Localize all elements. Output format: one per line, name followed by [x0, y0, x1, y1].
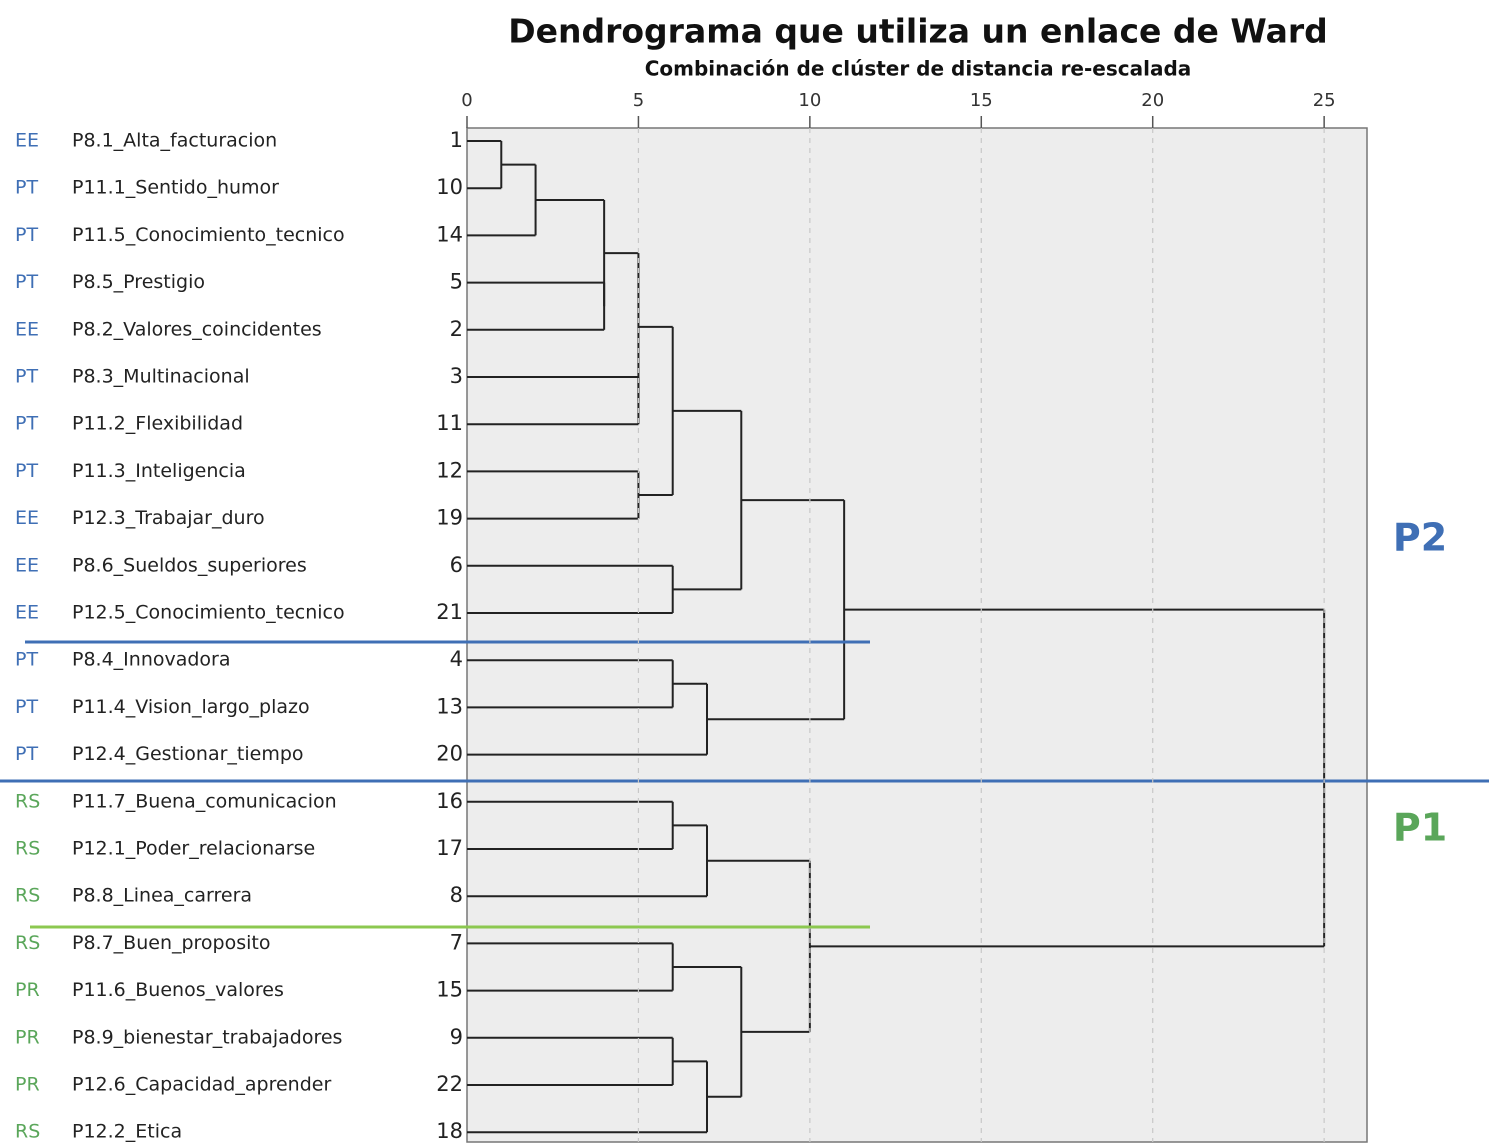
group-code: EE	[15, 602, 39, 624]
leaf-label: P8.4_Innovadora	[72, 649, 231, 671]
leaf-label: P12.3_Trabajar_duro	[72, 507, 265, 529]
case-number: 7	[450, 930, 463, 954]
case-number: 6	[450, 553, 463, 577]
case-number: 10	[436, 175, 463, 199]
x-tick-label: 25	[1313, 90, 1336, 111]
group-code: PT	[15, 696, 38, 718]
group-code: PT	[15, 271, 38, 293]
group-code: PT	[15, 413, 38, 435]
leaf-label: P11.5_Conocimiento_tecnico	[72, 224, 345, 246]
leaf-label: P8.7_Buen_proposito	[72, 932, 271, 954]
case-number: 8	[450, 883, 463, 907]
leaf-label: P8.3_Multinacional	[72, 366, 250, 388]
group-code: PR	[15, 1074, 40, 1096]
group-code: PT	[15, 366, 38, 388]
leaf-label: P12.6_Capacidad_aprender	[72, 1074, 331, 1096]
dendrogram	[467, 140, 1326, 1134]
annotation: P2	[1393, 516, 1447, 560]
case-number: 15	[436, 978, 463, 1002]
group-code: EE	[15, 318, 39, 340]
leaf-label: P11.2_Flexibilidad	[72, 413, 243, 435]
group-code: PT	[15, 224, 38, 246]
x-tick-label: 20	[1141, 90, 1164, 111]
case-number: 22	[436, 1072, 463, 1096]
group-code: RS	[15, 838, 40, 860]
x-tick-label: 10	[798, 90, 821, 111]
chart-title: Dendrograma que utiliza un enlace de War…	[508, 12, 1328, 51]
case-number: 20	[436, 742, 463, 766]
case-number: 18	[436, 1119, 463, 1143]
leaf-label: P12.2_Etica	[72, 1121, 182, 1143]
leaf-label: P8.1_Alta_facturacion	[72, 130, 277, 152]
case-number: 13	[436, 694, 463, 718]
plot-area	[466, 127, 1368, 1143]
leaf-label: P8.6_Sueldos_superiores	[72, 554, 307, 576]
case-number: 19	[436, 506, 463, 530]
case-number: 4	[450, 647, 463, 671]
group-code: PT	[15, 743, 38, 765]
case-number: 12	[436, 458, 463, 482]
case-number: 5	[450, 270, 463, 294]
group-code: PR	[15, 1026, 40, 1048]
leaf-label: P11.3_Inteligencia	[72, 460, 246, 482]
group-code: RS	[15, 790, 40, 812]
leaf-label: P8.8_Linea_carrera	[72, 885, 252, 907]
group-code: PT	[15, 649, 38, 671]
group-code: PT	[15, 460, 38, 482]
leaf-label: P12.4_Gestionar_tiempo	[72, 743, 304, 765]
x-tick-label: 0	[461, 90, 472, 111]
leaf-label: P8.2_Valores_coincidentes	[72, 318, 322, 340]
x-tick-label: 15	[970, 90, 993, 111]
leaf-label: P12.1_Poder_relacionarse	[72, 838, 315, 860]
annotation: P1	[1393, 806, 1447, 850]
group-code: RS	[15, 1121, 40, 1143]
group-code: RS	[15, 885, 40, 907]
case-number: 1	[450, 128, 463, 152]
case-number: 17	[436, 836, 463, 860]
leaf-label: P11.6_Buenos_valores	[72, 979, 284, 1001]
case-number: 11	[436, 411, 463, 435]
leaf-label: P8.5_Prestigio	[72, 271, 205, 293]
case-number: 14	[436, 222, 463, 246]
chart-subtitle: Combinación de clúster de distancia re-e…	[645, 57, 1192, 81]
group-code: EE	[15, 507, 39, 529]
group-code: RS	[15, 932, 40, 954]
leaf-label: P12.5_Conocimiento_tecnico	[72, 602, 345, 624]
case-number: 3	[450, 364, 463, 388]
leaf-label: P8.9_bienestar_trabajadores	[72, 1026, 342, 1048]
case-number: 2	[450, 317, 463, 341]
group-code: PR	[15, 979, 40, 1001]
case-number: 9	[450, 1025, 463, 1049]
x-tick-label: 5	[633, 90, 644, 111]
case-number: 16	[436, 789, 463, 813]
group-code: EE	[15, 554, 39, 576]
leaf-label: P11.4_Vision_largo_plazo	[72, 696, 310, 718]
group-code: EE	[15, 130, 39, 152]
case-number: 21	[436, 600, 463, 624]
group-code: PT	[15, 177, 38, 199]
leaf-label: P11.1_Sentido_humor	[72, 177, 279, 199]
leaf-label: P11.7_Buena_comunicacion	[72, 790, 337, 812]
